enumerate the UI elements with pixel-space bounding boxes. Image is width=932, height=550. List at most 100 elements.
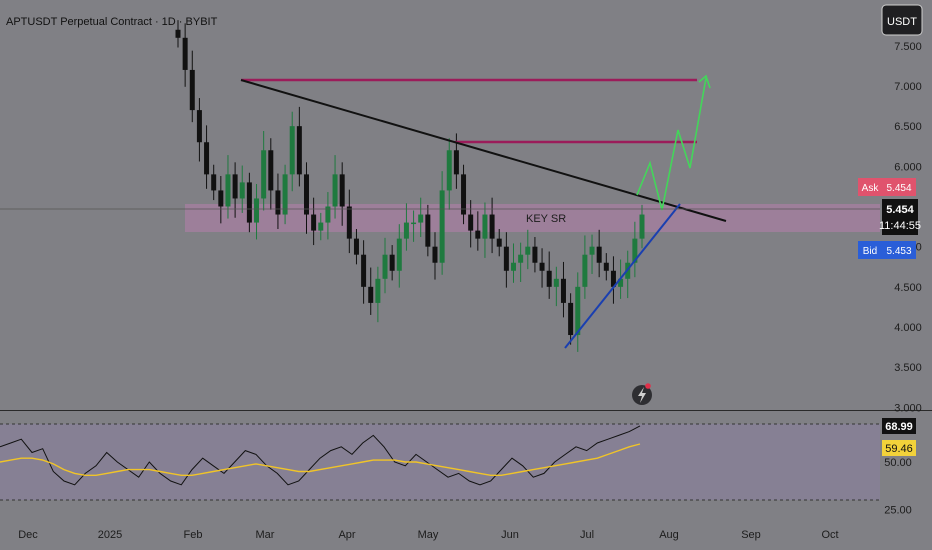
rsi-ma-badge: 59.46 [882,440,916,456]
candle-body [346,206,352,239]
time-axis [0,520,932,550]
price-tick-label: 3.500 [894,362,922,374]
ask-badge: Ask 5.454 [858,178,916,196]
candle-body [268,150,274,191]
rsi-line [0,425,641,486]
candle-body [275,190,281,215]
candle-body [518,254,524,263]
candle-body [196,110,202,143]
price-tick-label: 6.000 [894,161,922,173]
candle-body [303,174,309,215]
candle-body [603,262,609,271]
candle-body [282,174,288,215]
candle-body [575,286,581,336]
time-tick-label: Aug [659,529,679,541]
candle-body [189,69,195,111]
time-tick-label: Dec [18,529,38,541]
candle-body [539,262,545,271]
projection-path [636,77,707,211]
time-tick-label: Jul [580,529,594,541]
candle-body [496,238,502,247]
time-tick-label: Mar [256,529,275,541]
candle-body [439,190,445,263]
svg-text:68.99: 68.99 [885,421,913,433]
svg-text:11:44:55: 11:44:55 [879,220,921,232]
svg-text:Ask: Ask [862,183,880,194]
candle-body [418,214,424,223]
candle-body [618,278,624,287]
candle-body [232,174,238,199]
time-tick-label: May [418,529,439,541]
candle-body [503,246,509,271]
candle-body [318,222,324,231]
rsi-value-badge: 68.99 [882,418,916,434]
time-tick-label: Sep [741,529,761,541]
candle-body [596,246,602,263]
rsi-tick-label: 25.00 [884,505,912,517]
candle-body [311,214,317,231]
candle-body [325,206,331,223]
candle-body [461,174,467,215]
candle-body [589,246,595,255]
candle-body [475,230,481,239]
bid-badge: Bid 5.453 [858,241,916,259]
candle-body [261,150,267,199]
candle-body [332,174,338,207]
candle-body [182,37,188,70]
time-tick-label: Apr [338,529,355,541]
candles [175,20,645,352]
svg-text:5.454: 5.454 [886,183,911,194]
candle-body [403,222,409,239]
candle-body [254,198,260,223]
candle-body [211,174,217,191]
rsi-axis-ticks: 25.00 50.00 [884,457,912,517]
candle-body [368,286,374,303]
price-tick-label: 7.000 [894,81,922,93]
time-tick-label: Jun [501,529,519,541]
candle-body [568,302,574,336]
projection-arrow-head [698,74,711,89]
candle-body [382,254,388,279]
svg-text:Bid: Bid [863,246,877,257]
candle-body [468,214,474,231]
candle-body [560,278,566,303]
candle-body [239,182,245,199]
candle-body [446,150,452,191]
candle-body [296,126,302,175]
candle-body [389,254,395,271]
candle-body [525,246,531,255]
rsi-tick-label: 50.00 [884,457,912,469]
candle-body [411,222,417,225]
price-tick-label: 3.000 [894,402,922,414]
currency-button[interactable]: USDT [881,4,923,36]
candle-body [453,150,459,175]
price-tick-label: 7.500 [894,41,922,53]
rising-trendline [564,203,681,349]
time-tick-label: Oct [821,529,838,541]
descending-trendline [240,79,727,222]
candle-body [204,142,210,175]
price-tick-label: 4.000 [894,322,922,334]
price-tick-label: 6.500 [894,121,922,133]
price-axis [880,0,932,550]
candle-body [225,174,231,207]
candle-body [489,214,495,239]
candle-body [425,214,431,247]
candle-body [353,238,359,255]
time-axis-ticks: Dec 2025 Feb Mar Apr May Jun Jul Aug Sep Oct [18,529,838,541]
rsi-ma-line [0,443,641,476]
candle-body [246,182,252,223]
rsi-band [0,424,880,500]
candle-body [632,238,638,263]
lightning-icon[interactable] [632,383,652,405]
candle-body [432,246,438,263]
candle-body [546,270,552,287]
time-tick-label: Feb [184,529,203,541]
candle-body [532,246,538,263]
candle-body [639,214,645,239]
candle-body [339,174,345,207]
chart-title: APTUSDT Perpetual Contract · 1D · BYBIT [6,16,218,28]
candle-body [482,214,488,239]
candle-body [218,190,224,207]
